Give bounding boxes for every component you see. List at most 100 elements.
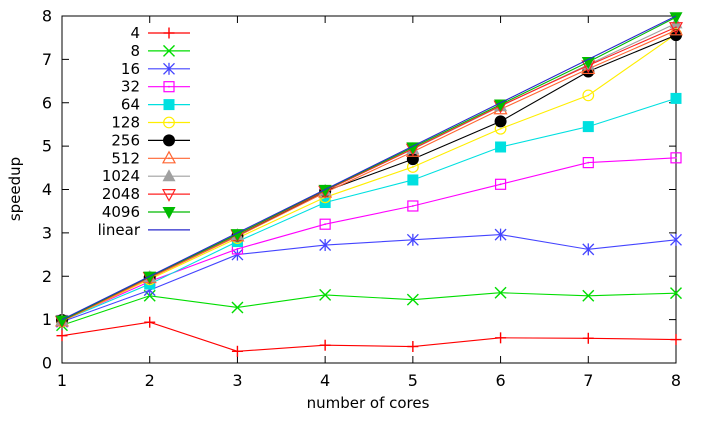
marker-circle-open [582,89,595,102]
y-tick-label: 2 [42,267,52,286]
series-line [61,157,677,321]
legend-label: linear [98,221,141,239]
marker-circle-filled [163,134,175,147]
marker-cross [163,44,175,57]
series-line [61,97,677,322]
marker-square-filled [670,92,682,104]
marker-plus [163,27,175,39]
marker-square-open [319,218,331,230]
y-tick-label: 4 [42,180,52,199]
legend-label: 256 [111,131,140,149]
legend-entry-32: 32 [121,78,190,96]
series-line [61,15,677,321]
legend-label: 64 [121,96,140,114]
legend-entry-128: 128 [111,114,190,132]
y-tick-label: 0 [42,354,52,373]
series-128 [56,28,682,328]
line [406,293,419,306]
y-tick-label: 1 [42,310,52,329]
marker-cross [670,287,682,300]
legend-entry-linear: linear [98,221,190,239]
marker-asterisk [231,248,244,261]
legend-label: 32 [121,78,140,96]
marker-square-filled [495,141,507,153]
legend-label: 2048 [102,185,140,203]
marker-plus [495,332,507,344]
marker-asterisk [319,239,332,252]
series-line [61,292,677,326]
x-tick-label: 7 [583,371,593,390]
legend-label: 128 [111,114,140,132]
series-linear [61,15,677,321]
marker-triangle-down-filled [406,142,420,155]
marker-cross [406,293,419,306]
line [582,243,595,256]
legend-entry-512: 512 [111,149,190,167]
x-tick-label: 8 [671,371,681,390]
marker-square-open [582,157,594,169]
line [319,288,332,301]
marker-square-filled [407,174,419,186]
line [163,44,175,57]
marker-plus [670,334,682,346]
x-axis-title: number of cores [306,394,430,412]
line [163,62,175,75]
legend-entry-2048: 2048 [102,185,190,203]
marker-square-open [163,81,175,93]
x-tick-label: 4 [320,371,330,390]
marker-triangle-down-open [161,189,177,202]
legend-entry-8: 8 [130,42,190,60]
marker-triangle-down-filled [494,99,508,112]
marker-plus [56,330,68,342]
marker-square-open [407,200,419,212]
marker-circle-open [163,116,175,129]
x-tick-label: 5 [408,371,418,390]
line [231,301,244,314]
marker-asterisk [494,228,507,241]
marker-square-open [494,178,507,190]
legend-entry-1024: 1024 [102,167,190,185]
legend-label: 4 [130,24,140,42]
marker-cross [582,289,595,302]
marker-plus [231,345,243,357]
marker-square-open [670,152,682,164]
legend-label: 16 [121,60,140,78]
legend-entry-64: 64 [121,96,190,114]
legend-entry-4: 4 [130,24,190,42]
legend-entry-256: 256 [111,131,190,149]
line [670,233,682,246]
series-line [61,33,677,322]
x-tick-label: 3 [232,371,242,390]
marker-asterisk [406,233,419,246]
marker-circle-filled [494,115,507,128]
marker-plus [407,341,419,353]
marker-square-filled [163,99,175,111]
marker-cross [319,288,332,301]
series-line [61,234,677,323]
legend-entry-16: 16 [121,60,190,78]
marker-triangle-down-filled [581,56,595,69]
line [582,289,595,302]
y-axis-title: speedup [6,156,24,222]
legend-label: 8 [130,42,140,60]
legend-entry-4096: 4096 [102,203,190,221]
series-line [61,29,677,322]
x-tick-label: 2 [145,371,155,390]
marker-triangle-down-filled [162,207,176,219]
marker-asterisk [163,62,175,75]
x-tick-label: 6 [495,371,505,390]
y-tick-label: 8 [42,7,52,26]
line [494,228,507,241]
x-tick-label: 1 [57,371,67,390]
marker-triangle-down-filled [669,12,683,25]
marker-cross [231,301,244,314]
marker-asterisk [582,243,595,256]
legend-label: 512 [111,149,140,167]
marker-triangle-up-filled [162,169,176,182]
y-tick-label: 3 [42,223,52,242]
marker-plus [582,332,594,344]
series-line [61,321,677,352]
